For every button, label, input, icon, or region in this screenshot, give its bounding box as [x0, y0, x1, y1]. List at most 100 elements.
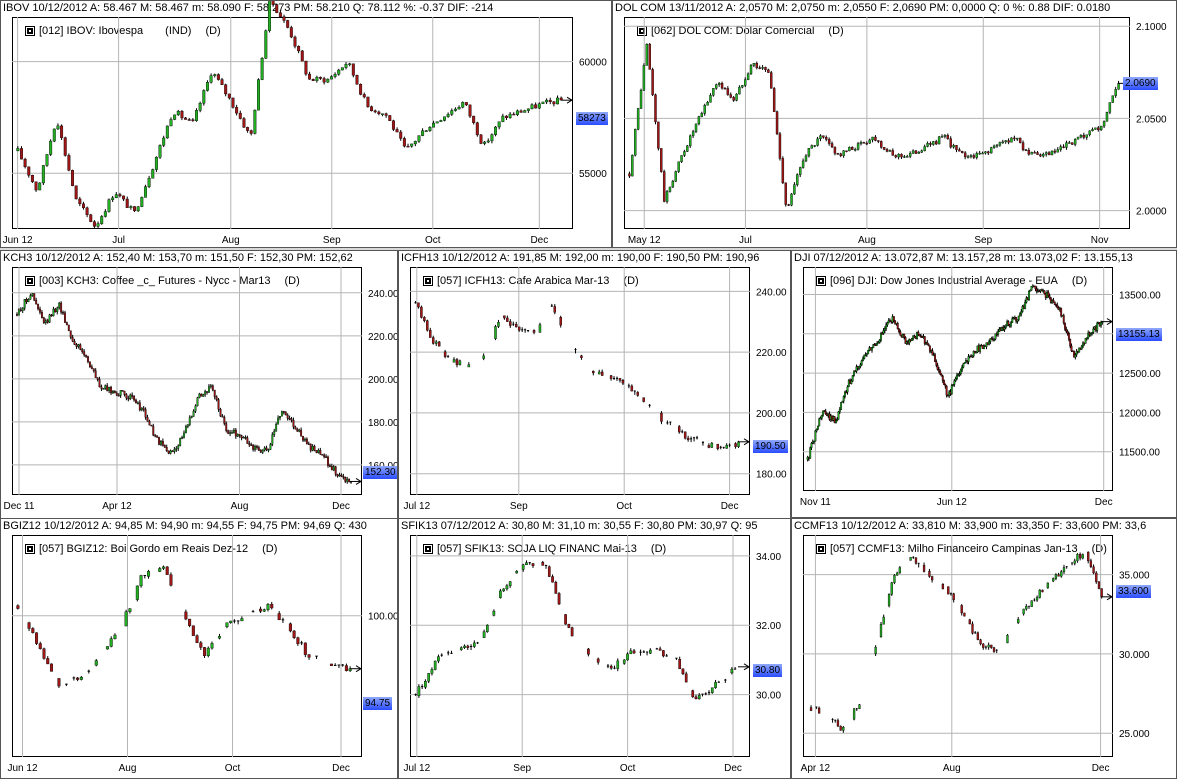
candle-body	[140, 407, 143, 411]
candle-body	[158, 568, 162, 572]
candle-body	[248, 443, 251, 445]
candle-body	[928, 570, 931, 577]
candle-body	[541, 101, 545, 104]
candle-body	[952, 384, 955, 386]
plot-area[interactable]: [003] KCH3: Coffee _c_ Futures - Nycc - …	[12, 267, 362, 495]
candle-body	[1018, 137, 1022, 143]
x-tick-label: Aug	[858, 235, 876, 246]
candle-body	[443, 351, 447, 357]
candle-body	[908, 153, 912, 157]
candle-body	[260, 58, 264, 80]
plot-area[interactable]: [057] ICFH13: Cafe Arabica Mar-13 (D)	[410, 267, 750, 495]
y-tick-label: 34.00	[756, 552, 781, 563]
candle-body	[1073, 139, 1077, 145]
candle-body	[1094, 127, 1097, 130]
candle-body	[446, 114, 450, 117]
candle-body	[926, 143, 929, 147]
candle-body	[868, 139, 871, 144]
candle-body	[927, 344, 930, 347]
price-chart[interactable]: Dec 11 Apr 12 Aug Dec 240.00 220.00 200.00 180.…	[1, 251, 398, 525]
candle-body	[85, 354, 88, 357]
candle-body	[73, 341, 76, 345]
candle-body	[79, 344, 82, 350]
candle-body	[113, 391, 116, 394]
candle-body	[64, 312, 66, 323]
chart-panel-bgiz12[interactable]: BGIZ12 10/12/2012 A: 94,85 M: 94,90 m: 9…	[0, 518, 398, 779]
candle-body	[975, 351, 978, 354]
y-tick-label: 60000	[579, 58, 607, 69]
candle-body	[932, 141, 935, 145]
candle-body	[338, 474, 341, 477]
candle-body	[192, 410, 195, 417]
legend-label: [003] KCH3: Coffee _c_ Futures - Nycc - …	[39, 275, 271, 287]
candle-body	[1028, 291, 1030, 301]
candle-body	[439, 120, 443, 122]
candle-body	[27, 166, 31, 176]
candle-body	[862, 142, 866, 144]
candle-body	[836, 153, 840, 155]
candle-body	[117, 395, 120, 397]
candle-body	[140, 197, 144, 207]
candle-body	[941, 375, 944, 381]
x-tick-label: Nov	[1091, 235, 1109, 246]
chart-panel-ibov[interactable]: IBOV 10/12/2012 A: 58.467 M: 58.467 m: 5…	[0, 0, 612, 248]
plot-area[interactable]: [012] IBOV: Ibovespa (IND) (D)	[12, 17, 573, 229]
price-chart[interactable]: Jul 12 Sep Oct Dec 34.00 32.00 30.00	[399, 519, 791, 779]
candle-body	[1022, 608, 1025, 615]
price-chart[interactable]: Apr 12 Aug Dec 35.000 30.000 25.000	[792, 519, 1177, 779]
plot-area[interactable]: [057] SFIK13: SOJA LIQ FINANC Mai-13 (D)	[410, 535, 750, 757]
candle-body	[1117, 83, 1120, 90]
candle-body	[277, 613, 281, 621]
candle-body	[858, 366, 861, 369]
candle-body	[674, 171, 677, 182]
plot-area[interactable]: [096] DJI: Dow Jones Industrial Average …	[803, 267, 1113, 491]
candle-body	[894, 320, 897, 325]
candle-body	[1053, 301, 1056, 305]
candle-body	[443, 116, 446, 121]
candle-body	[46, 320, 49, 323]
candle-body	[853, 370, 855, 376]
price-chart[interactable]: Jul 12 Sep Oct Dec 240.00 220.00 200.00 180.00	[399, 251, 791, 525]
candle-body	[296, 428, 299, 432]
candle-body	[541, 561, 545, 566]
plot-area[interactable]: [062] DOL COM: Dolar Comercial (D)	[624, 17, 1130, 229]
candle-body	[981, 152, 984, 155]
candle-body	[1034, 285, 1037, 289]
last-price-box: 94.75	[363, 697, 393, 710]
candle-body	[284, 411, 287, 416]
y-tick-label: 180.00	[756, 470, 787, 481]
candle-body	[501, 115, 505, 122]
chart-panel-ccmf13[interactable]: CCMF13 10/12/2012 A: 33,810 M: 33,900 m:…	[791, 518, 1177, 779]
candle-body	[42, 317, 45, 324]
candle-body	[752, 63, 756, 66]
candle-body	[286, 20, 290, 28]
candle-body	[225, 622, 229, 628]
candle-body	[908, 338, 911, 344]
chart-legend: [057] BGIZ12: Boi Gordo em Reais Dez-12 (…	[25, 543, 277, 555]
candle-body	[992, 647, 996, 652]
legend-square-icon	[25, 26, 35, 36]
candle-body	[810, 145, 813, 149]
chart-panel-kch3[interactable]: KCH3 10/12/2012 A: 152,40 M: 153,70 m: 1…	[0, 250, 398, 525]
candle-body	[453, 108, 457, 111]
candle-body	[697, 694, 701, 700]
candle-body	[649, 649, 652, 654]
candle-body	[886, 322, 889, 325]
chart-panel-icfh13[interactable]: ICFH13 10/12/2012 A: 191,85 M: 192,00 m:…	[398, 250, 791, 525]
chart-panel-dji[interactable]: DJI 07/12/2012 A: 13.072,87 M: 13.157,28…	[791, 250, 1177, 518]
candle-body	[135, 399, 137, 404]
candle-body	[998, 142, 1002, 146]
chart-panel-dolcom[interactable]: DOL COM 13/11/2012 A: 2,0570 M: 2,0750 m…	[612, 0, 1177, 248]
price-chart[interactable]: May 12 Jul Aug Sep Nov 2.1000 2.0500 2.0000	[613, 1, 1177, 248]
candle-body	[1042, 153, 1045, 157]
candle-body	[735, 93, 738, 101]
candle-body	[273, 430, 276, 435]
price-chart[interactable]: Jun 12 Aug Oct Dec 100.00	[1, 519, 398, 779]
chart-panel-sfik13[interactable]: SFIK13 07/12/2012 A: 30,80 M: 31,10 m: 3…	[398, 518, 791, 779]
candle-body	[238, 112, 242, 119]
plot-area[interactable]: [057] BGIZ12: Boi Gordo em Reais Dez-12 (…	[12, 535, 362, 757]
price-chart[interactable]: Jun 12 Jul Aug Sep Oct Dec 60000 55000	[1, 1, 612, 248]
candle-body	[712, 88, 715, 96]
candle-body	[943, 380, 946, 385]
